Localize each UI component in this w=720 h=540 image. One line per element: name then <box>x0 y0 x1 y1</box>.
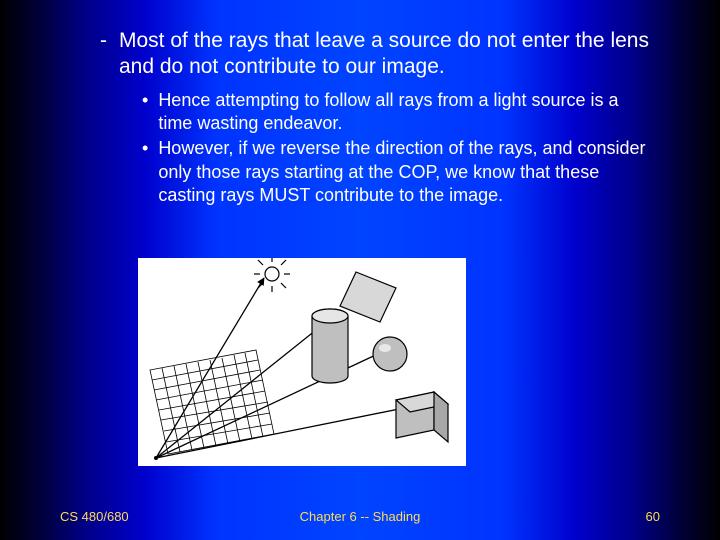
slide-footer: CS 480/680 Chapter 6 -- Shading 60 <box>0 509 720 524</box>
ray-casting-figure <box>138 258 466 466</box>
bullet-icon: • <box>142 137 148 207</box>
sub-bullet-text: However, if we reverse the direction of … <box>158 137 650 207</box>
footer-course: CS 480/680 <box>60 509 260 524</box>
dash-icon: - <box>100 28 107 81</box>
bullet-icon: • <box>142 89 148 136</box>
slide-content: - Most of the rays that leave a source d… <box>0 0 720 207</box>
sub-bullet-list: • Hence attempting to follow all rays fr… <box>142 89 650 208</box>
footer-chapter: Chapter 6 -- Shading <box>260 509 460 524</box>
sub-bullet-text: Hence attempting to follow all rays from… <box>158 89 650 136</box>
main-bullet: - Most of the rays that leave a source d… <box>100 28 650 81</box>
sub-bullet: • Hence attempting to follow all rays fr… <box>142 89 650 136</box>
main-bullet-text: Most of the rays that leave a source do … <box>119 28 650 81</box>
sub-bullet: • However, if we reverse the direction o… <box>142 137 650 207</box>
footer-page-number: 60 <box>460 509 660 524</box>
